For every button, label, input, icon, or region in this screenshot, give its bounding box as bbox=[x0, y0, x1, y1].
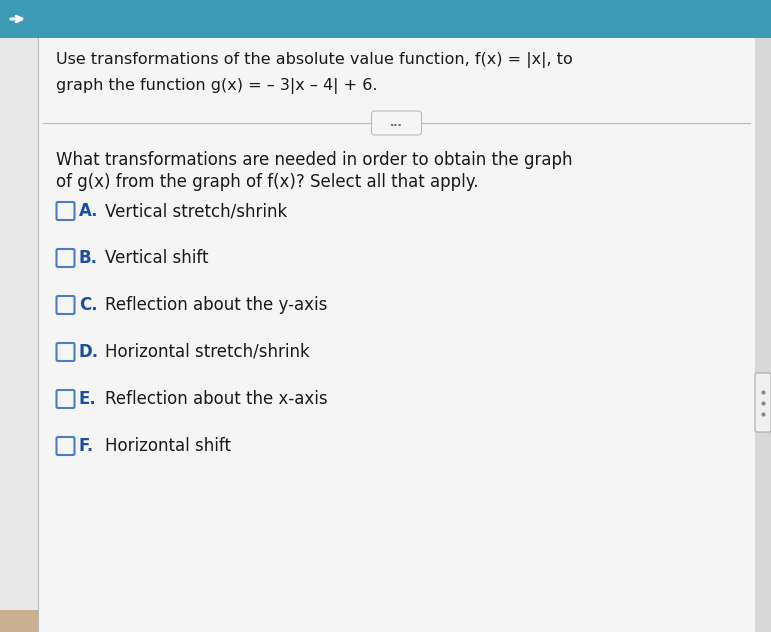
Text: Reflection about the y-axis: Reflection about the y-axis bbox=[105, 296, 328, 314]
Text: Vertical shift: Vertical shift bbox=[105, 249, 208, 267]
FancyBboxPatch shape bbox=[56, 249, 75, 267]
FancyBboxPatch shape bbox=[0, 38, 38, 632]
Text: What transformations are needed in order to obtain the graph: What transformations are needed in order… bbox=[56, 151, 573, 169]
Text: F.: F. bbox=[79, 437, 94, 455]
Text: D.: D. bbox=[79, 343, 99, 361]
Text: Use transformations of the absolute value function, f(x) = |x|, to: Use transformations of the absolute valu… bbox=[56, 52, 573, 68]
Text: B.: B. bbox=[79, 249, 98, 267]
Text: Horizontal stretch/shrink: Horizontal stretch/shrink bbox=[105, 343, 310, 361]
Text: E.: E. bbox=[79, 390, 96, 408]
FancyBboxPatch shape bbox=[56, 202, 75, 220]
FancyBboxPatch shape bbox=[372, 111, 422, 135]
FancyBboxPatch shape bbox=[755, 373, 771, 432]
Text: of g(x) from the graph of f(x)? Select all that apply.: of g(x) from the graph of f(x)? Select a… bbox=[56, 173, 479, 191]
Text: Vertical stretch/shrink: Vertical stretch/shrink bbox=[105, 202, 288, 220]
FancyBboxPatch shape bbox=[38, 38, 755, 632]
Text: Horizontal shift: Horizontal shift bbox=[105, 437, 231, 455]
FancyBboxPatch shape bbox=[56, 343, 75, 361]
Text: graph the function g(x) = – 3|x – 4| + 6.: graph the function g(x) = – 3|x – 4| + 6… bbox=[56, 78, 378, 94]
FancyBboxPatch shape bbox=[0, 610, 38, 632]
FancyBboxPatch shape bbox=[56, 390, 75, 408]
FancyBboxPatch shape bbox=[755, 38, 771, 632]
Text: C.: C. bbox=[79, 296, 98, 314]
FancyBboxPatch shape bbox=[56, 296, 75, 314]
FancyBboxPatch shape bbox=[0, 0, 771, 38]
Text: A.: A. bbox=[79, 202, 99, 220]
FancyBboxPatch shape bbox=[56, 437, 75, 455]
Text: Reflection about the x-axis: Reflection about the x-axis bbox=[105, 390, 328, 408]
Text: ...: ... bbox=[390, 118, 403, 128]
